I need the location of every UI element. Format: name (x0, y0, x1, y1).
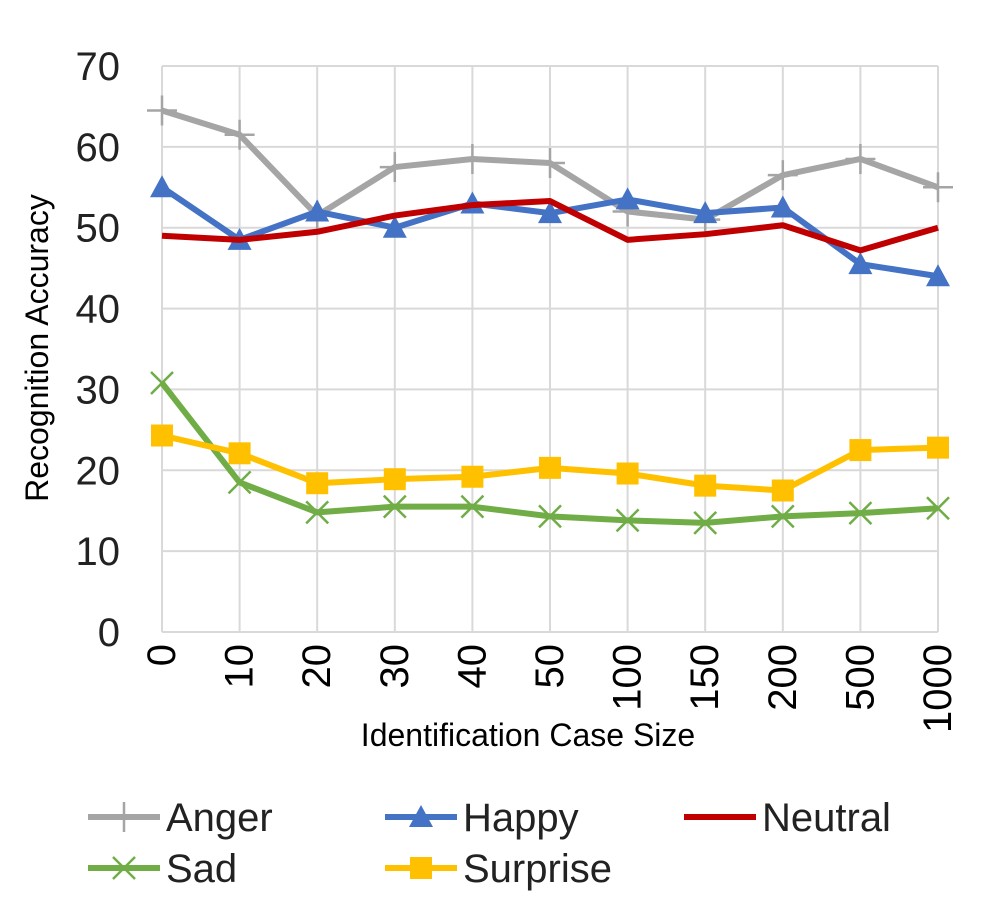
sad-point (926, 496, 950, 521)
x-tick-label: 150 (683, 644, 727, 711)
x-tick-label: 30 (373, 644, 417, 689)
surprise-point (383, 468, 406, 491)
surprise-point (151, 424, 173, 447)
happy-point (615, 187, 640, 210)
happy-point (538, 201, 562, 224)
sad-point (460, 494, 485, 519)
y-tick-label: 20 (76, 449, 121, 493)
surprise-point (461, 465, 484, 488)
surprise-point (849, 439, 872, 462)
legend-item-anger: Anger (88, 796, 273, 840)
x-tick-label: 100 (606, 644, 650, 711)
legend-happy-marker (409, 805, 433, 827)
series-lines (147, 95, 953, 535)
y-axis-label: Recognition Accuracy (19, 194, 55, 502)
happy-point (382, 215, 407, 238)
y-tick-labels: 0 10 20 30 40 50 60 70 (76, 45, 121, 655)
legend-label-happy: Happy (463, 796, 579, 840)
surprise-point (306, 472, 329, 495)
happy-point (926, 264, 950, 287)
sad-point (150, 371, 174, 395)
surprise-point (228, 442, 251, 465)
sad-point (615, 508, 640, 533)
happy-point (150, 175, 174, 198)
x-tick-label: 40 (450, 644, 494, 689)
legend-label-anger: Anger (166, 796, 273, 840)
y-tick-label: 30 (76, 368, 121, 412)
legend-surprise-marker (410, 857, 432, 879)
legend: Anger Happy Neutral Sad Surprise (88, 796, 891, 891)
legend-sad-marker (112, 856, 136, 880)
happy-point (770, 195, 795, 218)
x-tick-label: 10 (218, 644, 262, 689)
happy-point (693, 201, 718, 224)
legend-label-neutral: Neutral (762, 796, 891, 840)
anger-point (457, 143, 488, 174)
x-tick-labels: 0 10 20 30 40 50 100 150 200 500 1000 (140, 644, 960, 733)
sad-point (693, 510, 718, 535)
legend-label-sad: Sad (166, 847, 237, 891)
y-tick-label: 40 (76, 288, 121, 332)
y-tick-label: 70 (76, 45, 121, 89)
legend-item-neutral: Neutral (684, 796, 891, 840)
legend-item-surprise: Surprise (385, 847, 612, 891)
y-tick-label: 50 (76, 207, 121, 251)
x-axis-label: Identification Case Size (361, 717, 695, 753)
anger-point (147, 95, 177, 126)
anger-point (923, 172, 953, 203)
anger-point (224, 119, 255, 150)
neutral-line (161, 198, 939, 254)
sad-point (770, 504, 795, 529)
y-tick-label: 60 (76, 126, 121, 170)
x-tick-label: 20 (295, 644, 339, 689)
anger-point (379, 152, 410, 183)
anger-point (535, 148, 565, 179)
legend-anger-marker (109, 802, 139, 832)
surprise-point (539, 456, 561, 479)
series-surprise (151, 424, 949, 502)
sad-point (305, 500, 330, 525)
surprise-point (927, 436, 949, 459)
x-tick-label: 200 (761, 644, 805, 711)
surprise-point (694, 474, 717, 497)
anger-point (845, 143, 876, 174)
sad-point (538, 504, 562, 529)
surprise-point (771, 479, 794, 502)
legend-item-sad: Sad (88, 847, 237, 891)
happy-point (848, 252, 873, 275)
anger-point (767, 160, 798, 191)
legend-item-happy: Happy (385, 796, 579, 840)
x-tick-label: 500 (838, 644, 882, 711)
sad-point (227, 470, 252, 495)
legend-label-surprise: Surprise (463, 847, 612, 891)
x-tick-label: 50 (528, 644, 572, 689)
x-tick-label: 0 (140, 644, 184, 666)
series-neutral (161, 198, 939, 254)
surprise-point (616, 462, 639, 485)
sad-point (848, 501, 873, 526)
happy-point (305, 199, 330, 222)
sad-point (382, 494, 407, 519)
series-sad (150, 371, 950, 535)
y-tick-label: 0 (98, 611, 120, 655)
y-tick-label: 10 (76, 530, 121, 574)
x-tick-label: 1000 (916, 644, 960, 733)
